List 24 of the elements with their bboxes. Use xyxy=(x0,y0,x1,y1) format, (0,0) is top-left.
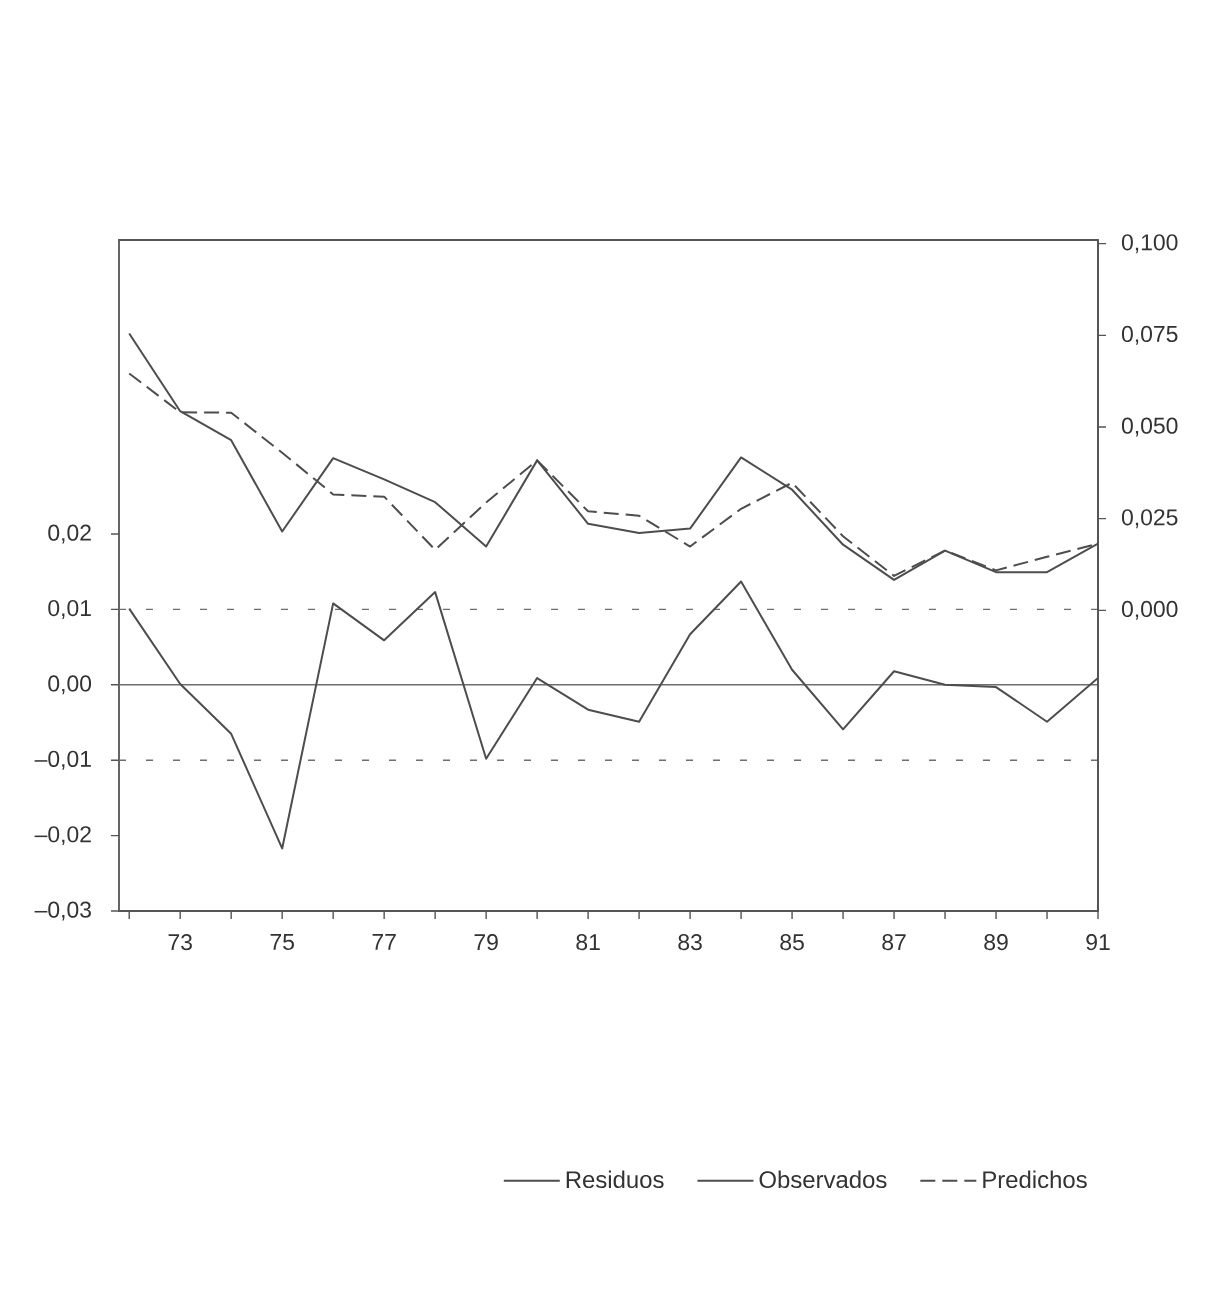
x-tick-label: 83 xyxy=(678,934,702,951)
y-tick-label: –0,03 xyxy=(34,901,91,921)
y2-tick-label: 0,000 xyxy=(1121,600,1178,620)
y-tick-label: –0,02 xyxy=(34,826,91,846)
x-tick-label: 77 xyxy=(372,934,396,950)
legend-label: Observados xyxy=(759,1170,887,1189)
y2-tick-label: 0,075 xyxy=(1121,325,1178,345)
x-tick-label: 89 xyxy=(984,934,1008,951)
x-tick-label: 79 xyxy=(474,934,498,951)
x-tick-label: 85 xyxy=(780,934,804,951)
y2-tick-label: 0,100 xyxy=(1121,234,1178,254)
legend-label: Residuos xyxy=(566,1170,664,1189)
x-tick-label: 73 xyxy=(168,934,192,951)
x-tick-label: 91 xyxy=(1086,934,1110,951)
y-tick-label: –0,01 xyxy=(34,750,91,770)
legend-label: Predichos xyxy=(983,1170,1087,1189)
x-tick-label: 75 xyxy=(270,934,294,951)
y-tick-label: 0,00 xyxy=(48,675,92,695)
y2-tick-label: 0,025 xyxy=(1121,509,1178,529)
x-tick-label: 87 xyxy=(882,934,906,951)
x-tick-label: 81 xyxy=(576,934,600,951)
y-tick-label: 0,01 xyxy=(48,599,91,619)
y2-tick-label: 0,050 xyxy=(1121,417,1178,437)
y-tick-label: 0,02 xyxy=(48,524,91,544)
